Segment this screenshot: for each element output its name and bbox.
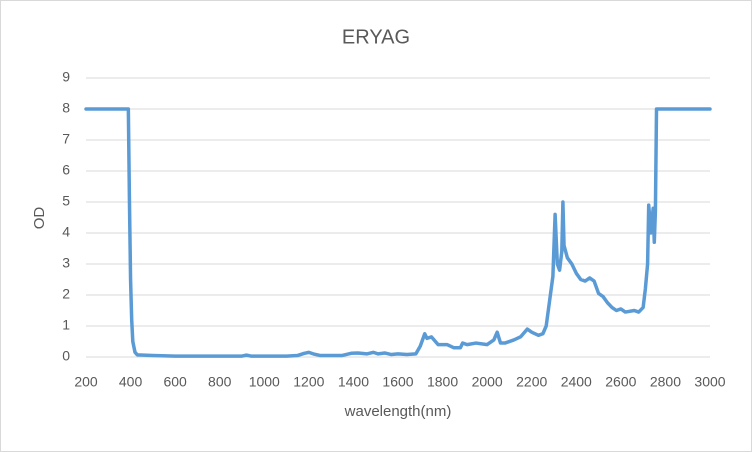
x-tick-label: 600 (163, 374, 187, 390)
x-axis-label: wavelength(nm) (344, 403, 452, 420)
y-tick-label: 0 (62, 348, 70, 364)
y-tick-label: 7 (62, 131, 70, 147)
x-tick-label: 2800 (650, 374, 681, 390)
x-tick-label: 400 (119, 374, 143, 390)
x-tick-label: 1800 (427, 374, 458, 390)
data-line (84, 107, 712, 358)
x-tick-label: 1000 (249, 374, 280, 390)
chart-title: ERYAG (342, 26, 410, 48)
y-tick-label: 8 (62, 100, 70, 116)
x-tick-label: 2200 (516, 374, 547, 390)
x-tick-label: 1400 (338, 374, 369, 390)
x-tick-label: 800 (208, 374, 232, 390)
x-tick-label: 2000 (472, 374, 503, 390)
y-axis-label: OD (31, 207, 48, 230)
x-tick-label: 1600 (382, 374, 413, 390)
x-tick-label: 2600 (605, 374, 636, 390)
x-tick-label: 2400 (561, 374, 592, 390)
x-tick-label: 1200 (293, 374, 324, 390)
y-tick-label: 2 (62, 286, 70, 302)
y-tick-label: 1 (62, 317, 70, 333)
y-tick-label: 3 (62, 255, 70, 271)
y-tick-label: 5 (62, 193, 70, 209)
y-tick-label: 4 (62, 224, 70, 240)
x-tick-label: 200 (74, 374, 98, 390)
x-tick-label: 3000 (694, 374, 725, 390)
y-tick-label: 9 (62, 69, 70, 85)
y-tick-label: 6 (62, 162, 70, 178)
